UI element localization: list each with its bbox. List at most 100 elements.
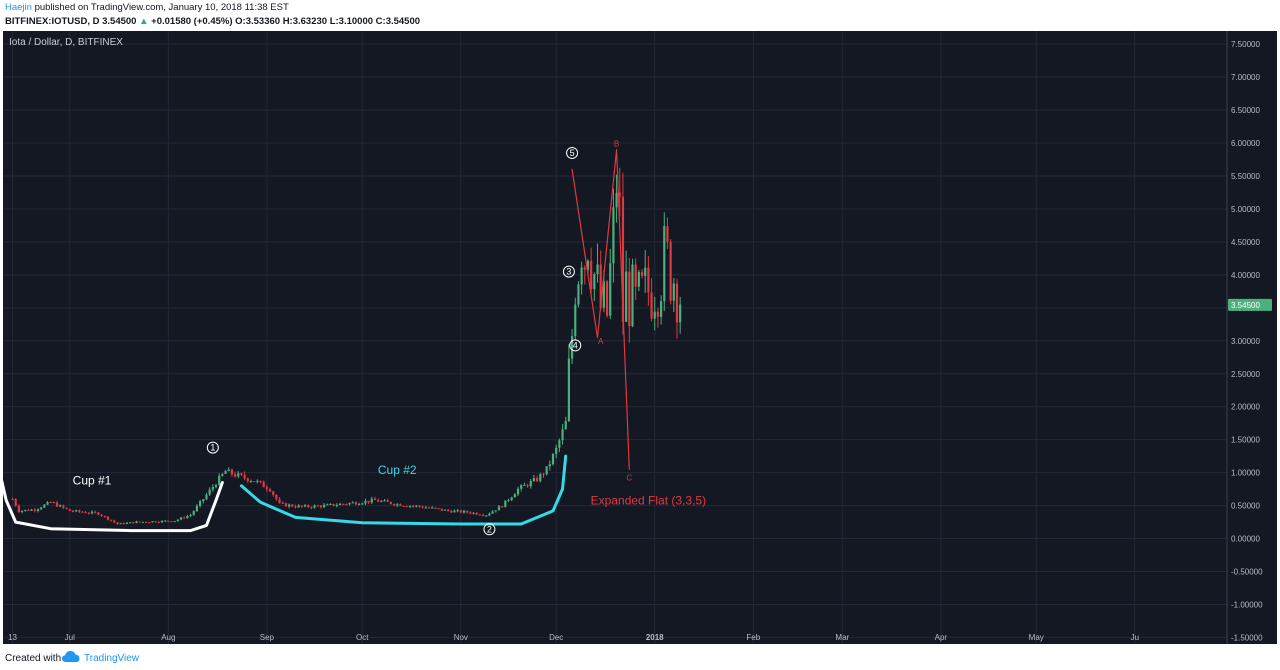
candle (303, 504, 307, 508)
candle-body (520, 485, 523, 489)
candle (437, 508, 440, 510)
candle (647, 256, 650, 306)
candle (71, 509, 75, 513)
open-value: 3.53360 (245, 16, 281, 27)
candle-body (138, 521, 141, 523)
candle (116, 522, 119, 525)
candle-body (52, 502, 55, 504)
candle (316, 504, 319, 507)
candle (513, 492, 516, 498)
price-tick-label: 4.50000 (1231, 238, 1260, 247)
candle-body (577, 284, 580, 305)
candle (46, 501, 49, 506)
candle-body (357, 504, 361, 506)
candle-body (300, 505, 303, 507)
candle (380, 500, 383, 503)
ohlc-line: BITFINEX:IOTUSD, D 3.54500 ▲ +0.01580 (+… (5, 16, 420, 27)
candle (170, 521, 173, 523)
candle (291, 503, 294, 508)
tradingview-cloud-icon[interactable] (62, 650, 80, 664)
candle (11, 497, 14, 500)
candle-body (144, 521, 148, 523)
wave-label-1: 1 (206, 441, 219, 454)
candle-body (183, 517, 186, 519)
candle-body (558, 440, 561, 448)
candle (596, 243, 599, 283)
candle-body (659, 301, 663, 317)
candle-body (586, 260, 590, 270)
candle (208, 487, 211, 496)
candle-body (154, 521, 157, 523)
candle-body (529, 481, 532, 487)
candle (529, 479, 532, 489)
candle-body (580, 267, 583, 285)
candle (24, 509, 27, 512)
candle (30, 508, 33, 512)
candle-body (176, 519, 179, 522)
price-tick-label: 6.00000 (1231, 139, 1260, 148)
price-tick-label: -0.50000 (1231, 567, 1263, 576)
chart-annotation-1: Cup #1 (73, 473, 112, 487)
candle-body (109, 519, 113, 521)
candle (195, 504, 199, 512)
candle (157, 521, 160, 524)
candle-body (256, 480, 259, 482)
candle (323, 503, 326, 508)
price-tick-label: 2.00000 (1231, 403, 1260, 412)
candle-body (656, 311, 660, 317)
candle-body (539, 474, 542, 482)
candle-body (370, 498, 373, 503)
candle (84, 510, 87, 514)
last-price-label: 3.54500 (1231, 301, 1260, 310)
chart-panel[interactable]: Cup #1 Cup #2 Expanded Flat (3,3,5) 1 2 3 4 5 A B… (3, 31, 1277, 644)
candle (472, 512, 475, 515)
candle (338, 502, 342, 506)
tradingview-brand[interactable]: TradingView (84, 653, 140, 664)
candle (237, 471, 240, 478)
wave-circle (566, 146, 579, 159)
date-tick-label: Oct (356, 633, 369, 642)
candle (27, 508, 30, 512)
candle (567, 344, 571, 423)
candle-body (237, 473, 240, 477)
candle-body (11, 498, 14, 500)
date-tick-label: May (1029, 633, 1044, 642)
candle-body (332, 503, 335, 506)
candle (354, 501, 357, 506)
candle (154, 520, 157, 523)
author-link[interactable]: Haejin (5, 2, 32, 13)
candle (259, 480, 262, 484)
candle-body (386, 500, 389, 502)
price-tick-label: 6.50000 (1231, 106, 1260, 115)
candle-body (135, 521, 138, 524)
candle (459, 509, 462, 514)
candle (233, 471, 237, 478)
candle (516, 486, 520, 497)
candle-body (507, 500, 510, 502)
candle-body (377, 500, 380, 502)
candle-body (551, 454, 555, 465)
candle (135, 520, 138, 524)
price-tick-label: 1.50000 (1231, 436, 1260, 445)
candle-body (214, 485, 218, 487)
candle-body (418, 505, 421, 507)
candle-body (351, 502, 354, 504)
candle-body (173, 521, 176, 523)
candle-body (281, 502, 284, 504)
candle-body (75, 510, 78, 512)
candle-body (87, 513, 90, 515)
candle-body (227, 469, 230, 472)
candle-body (65, 507, 68, 509)
candle (386, 498, 389, 502)
wave-circle (562, 265, 575, 278)
candle (100, 514, 103, 517)
candle-body (246, 478, 249, 482)
candle-body (637, 271, 640, 287)
candle-body (240, 473, 243, 475)
candle-body (310, 507, 313, 509)
candle-body (195, 505, 199, 512)
date-tick-label: 13 (8, 633, 17, 642)
price-chart[interactable]: Cup #1 Cup #2 Expanded Flat (3,3,5) 1 2 3 4 5 A B… (3, 31, 1277, 644)
candle (625, 250, 628, 322)
candle (183, 516, 186, 519)
